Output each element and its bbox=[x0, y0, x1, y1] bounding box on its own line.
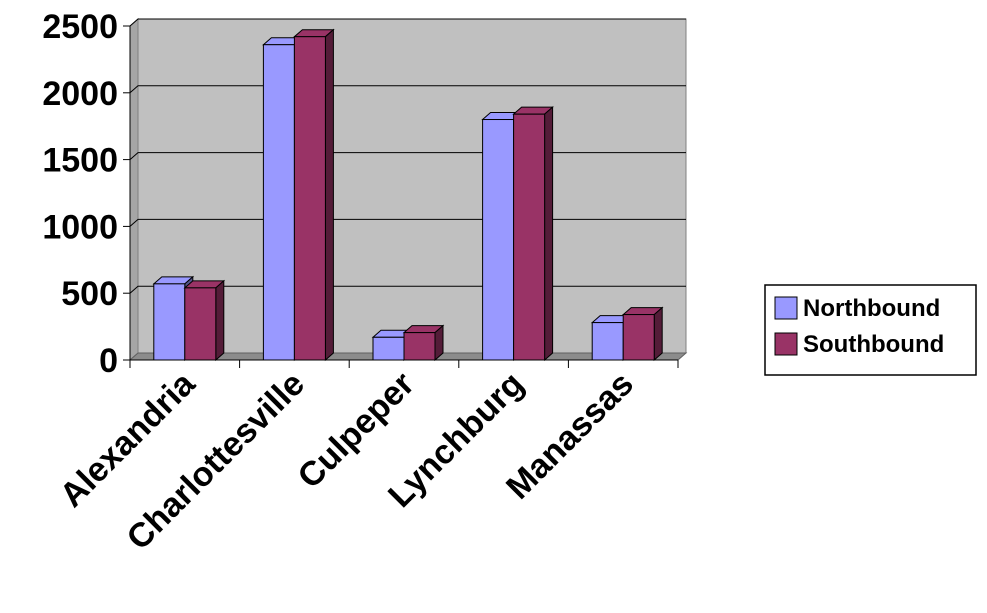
y-tick-label: 1500 bbox=[42, 142, 118, 180]
bar bbox=[621, 306, 664, 362]
bar-side bbox=[544, 106, 554, 362]
gridline bbox=[129, 18, 686, 27]
bar-front bbox=[513, 113, 546, 361]
bar-front bbox=[482, 119, 515, 361]
bar-side bbox=[324, 28, 334, 362]
bar bbox=[402, 324, 445, 362]
legend-box bbox=[764, 284, 977, 376]
bar-side bbox=[653, 306, 663, 362]
bar-front bbox=[622, 314, 655, 361]
y-tick-label: 2000 bbox=[42, 75, 118, 113]
legend-label: Northbound bbox=[803, 295, 940, 322]
bar-front bbox=[403, 332, 436, 361]
bar-front bbox=[293, 36, 326, 361]
legend: Northbound Southbound bbox=[764, 284, 977, 376]
bar bbox=[293, 28, 335, 362]
legend-swatch bbox=[774, 332, 798, 356]
bar bbox=[183, 279, 226, 362]
x-axis: AlexandriaCharlottesvilleCulpeperLynchbu… bbox=[53, 359, 679, 557]
bar-front bbox=[262, 44, 295, 361]
legend-swatch bbox=[774, 296, 798, 320]
legend-label: Southbound bbox=[803, 331, 944, 358]
bar-front bbox=[184, 287, 217, 361]
y-tick-label: 500 bbox=[61, 275, 118, 313]
bar-front bbox=[591, 322, 624, 361]
y-tick-label: 1000 bbox=[42, 208, 118, 246]
bar-front bbox=[153, 283, 186, 361]
bars bbox=[152, 28, 664, 362]
y-tick-label: 2500 bbox=[42, 8, 118, 46]
bar-front bbox=[372, 336, 405, 361]
y-tick-label: 0 bbox=[99, 342, 118, 380]
y-axis: 0 500 1000 1500 2000 2500 bbox=[42, 8, 131, 380]
bar-side bbox=[215, 279, 225, 362]
bar bbox=[512, 106, 554, 362]
plot-side-wall bbox=[129, 17, 139, 362]
gridline bbox=[129, 85, 686, 94]
